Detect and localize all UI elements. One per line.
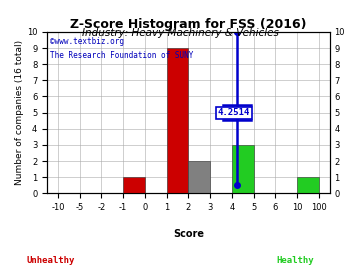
Title: Z-Score Histogram for FSS (2016): Z-Score Histogram for FSS (2016) bbox=[70, 18, 307, 31]
Bar bbox=[232, 145, 253, 193]
Text: The Research Foundation of SUNY: The Research Foundation of SUNY bbox=[50, 51, 193, 60]
Bar bbox=[167, 48, 188, 193]
Text: Healthy: Healthy bbox=[276, 256, 314, 265]
Text: Industry: Heavy Machinery & Vehicles: Industry: Heavy Machinery & Vehicles bbox=[82, 28, 278, 38]
Y-axis label: Number of companies (16 total): Number of companies (16 total) bbox=[15, 40, 24, 185]
Text: 4.2514: 4.2514 bbox=[218, 108, 250, 117]
Bar bbox=[188, 161, 210, 193]
Bar bbox=[123, 177, 145, 193]
Text: ©www.textbiz.org: ©www.textbiz.org bbox=[50, 37, 124, 46]
Bar bbox=[297, 177, 319, 193]
X-axis label: Score: Score bbox=[173, 229, 204, 239]
Text: Unhealthy: Unhealthy bbox=[26, 256, 75, 265]
